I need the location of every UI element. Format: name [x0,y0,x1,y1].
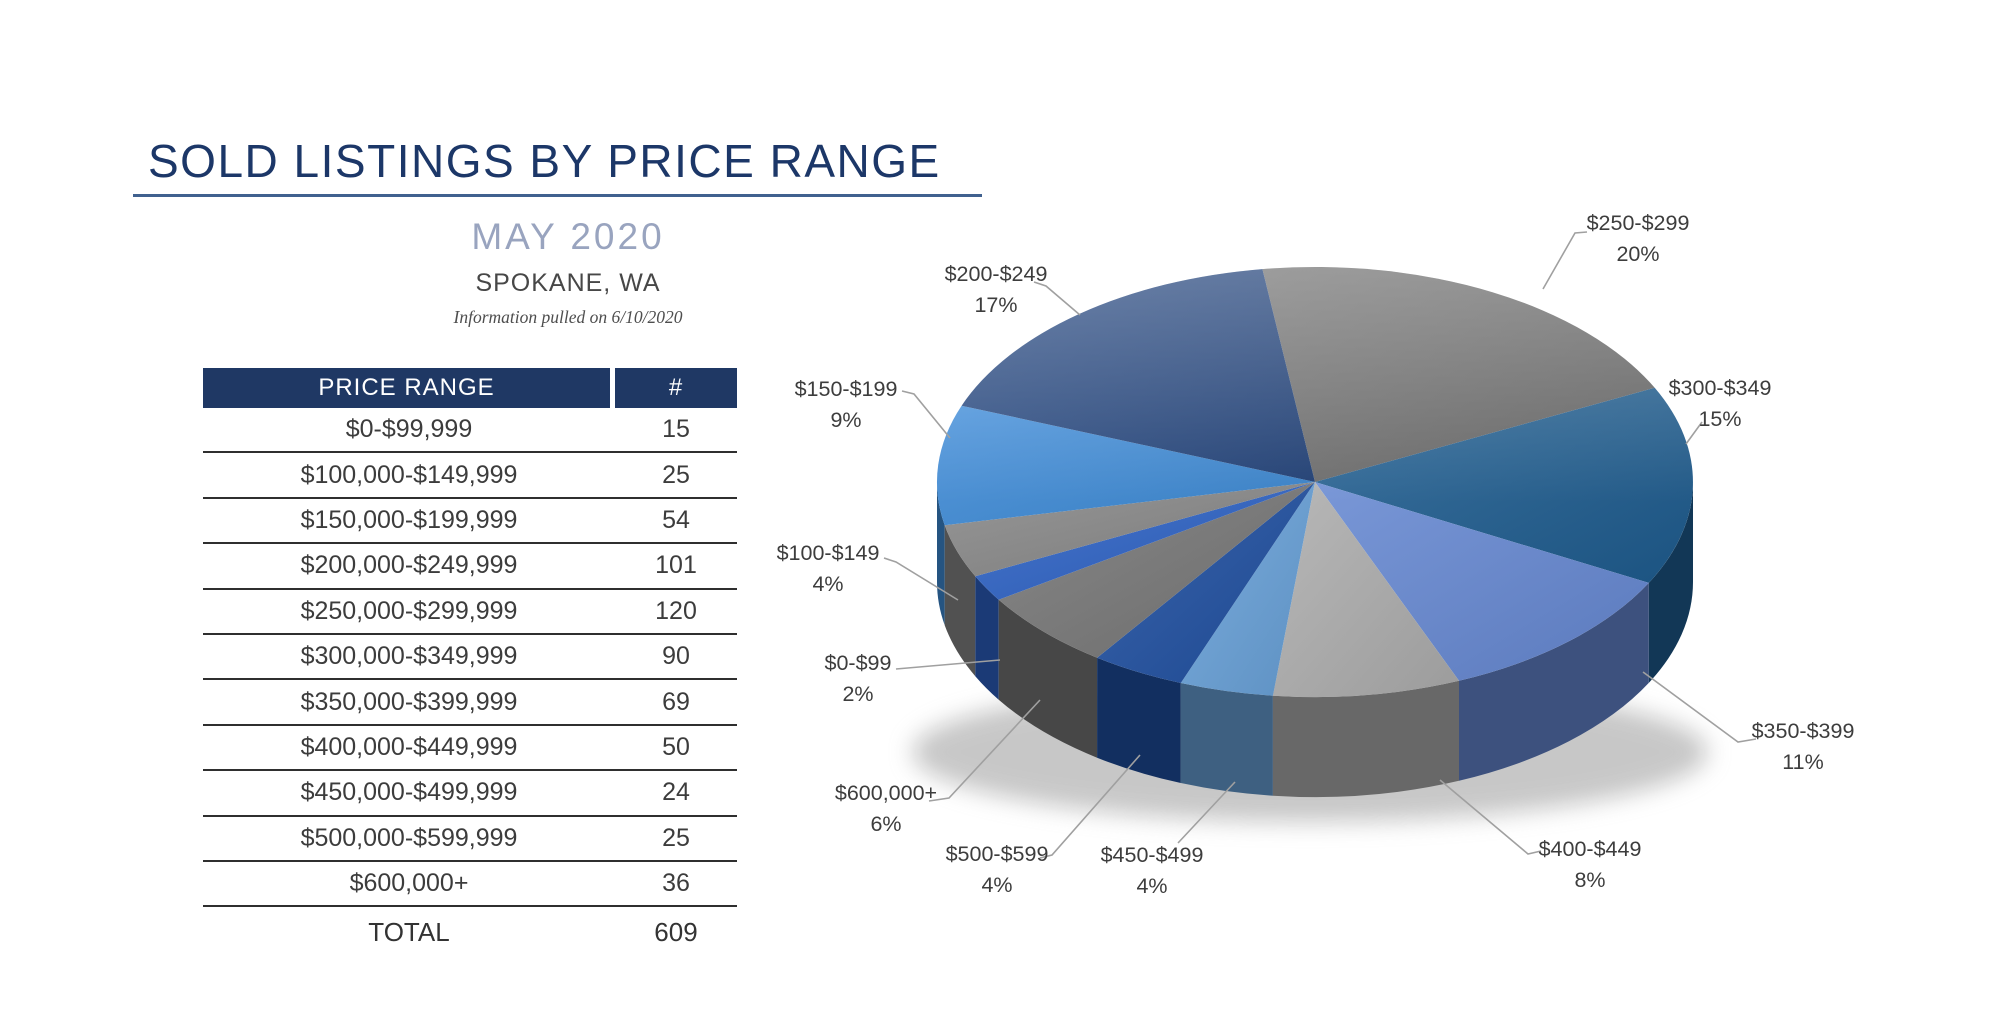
pie-slice-side [975,576,999,700]
price-range-cell: $100,000-$149,999 [300,460,518,489]
leader-line [1039,754,1141,859]
price-range-cell: $250,000-$299,999 [300,596,518,625]
price-range-cell: $500,000-$599,999 [300,823,518,852]
price-range-cell: $300,000-$349,999 [300,642,518,671]
pie-slice-side [1459,582,1649,781]
table-row: $0-$99,999 15 [203,408,737,454]
count-cell: 69 [662,687,690,716]
table-row: $200,000-$249,999 101 [203,544,737,590]
price-range-cell: $600,000+ [349,869,469,898]
count-cell: 120 [655,596,697,625]
count-cell: 50 [662,732,690,761]
table-row: $250,000-$299,999 120 [203,590,737,635]
table-row: $150,000-$199,999 54 [203,499,737,545]
table-header: PRICE RANGE # [203,368,737,408]
count-cell: 90 [662,642,690,671]
subtitle-month: MAY 2020 [471,216,665,257]
price-range-cell: $450,000-$499,999 [300,778,518,807]
price-range-cell: $400,000-$449,999 [300,732,518,761]
leader-line [1033,281,1081,316]
table-row: $350,000-$399,999 69 [203,680,737,726]
total-value: 609 [654,916,698,947]
total-label: TOTAL [368,916,450,947]
price-range-cell: $150,000-$199,999 [300,505,518,534]
leader-line [1177,781,1236,844]
leader-line [1542,231,1588,290]
title-underline [133,194,982,197]
leader-line [1685,421,1703,445]
pie-slice-side [1180,683,1273,796]
pie-slice-side [936,482,945,626]
leader-line [928,699,1041,802]
pie-slice-side [944,525,976,677]
leader-line [901,390,951,439]
price-range-cell: $0-$99,999 [345,415,473,444]
table-row: $300,000-$349,999 90 [203,635,737,681]
page-title: SOLD LISTINGS BY PRICE RANGE [148,135,941,187]
column-header-price-range: PRICE RANGE [203,368,610,408]
leader-line [895,659,1001,670]
subtitle-location: SPOKANE, WA [475,269,661,297]
table-row: $400,000-$449,999 50 [203,726,737,772]
info-note: Information pulled on 6/10/2020 [453,307,683,327]
price-range-cell: $200,000-$249,999 [300,551,518,580]
count-cell: 54 [662,505,690,534]
table-body: $0-$99,999 15 $100,000-$149,999 25 $150,000-… [203,408,737,957]
column-header-count: # [615,368,737,408]
count-cell: 25 [662,460,690,489]
price-range-cell: $350,000-$399,999 [300,687,518,716]
table-row: $100,000-$149,999 25 [203,453,737,499]
pie-slice-side [1648,482,1694,683]
pie-slice-side [1097,657,1181,783]
table-row: $450,000-$499,999 24 [203,771,737,817]
pie-slice-side [1272,680,1459,798]
count-cell: 15 [662,415,690,444]
leader-line [1439,779,1542,855]
count-cell: 101 [655,551,697,580]
leader-line [1642,671,1757,743]
table-row: $600,000+ 36 [203,862,737,908]
leader-line [883,557,959,601]
table-total-row: TOTAL 609 [203,907,737,957]
table-row: $500,000-$599,999 25 [203,817,737,862]
price-table: PRICE RANGE # $0-$99,999 15 $100,000-$149,… [203,368,737,957]
pie-sheen [937,267,1693,697]
count-cell: 24 [662,778,690,807]
count-cell: 25 [662,823,690,852]
count-cell: 36 [662,869,690,898]
